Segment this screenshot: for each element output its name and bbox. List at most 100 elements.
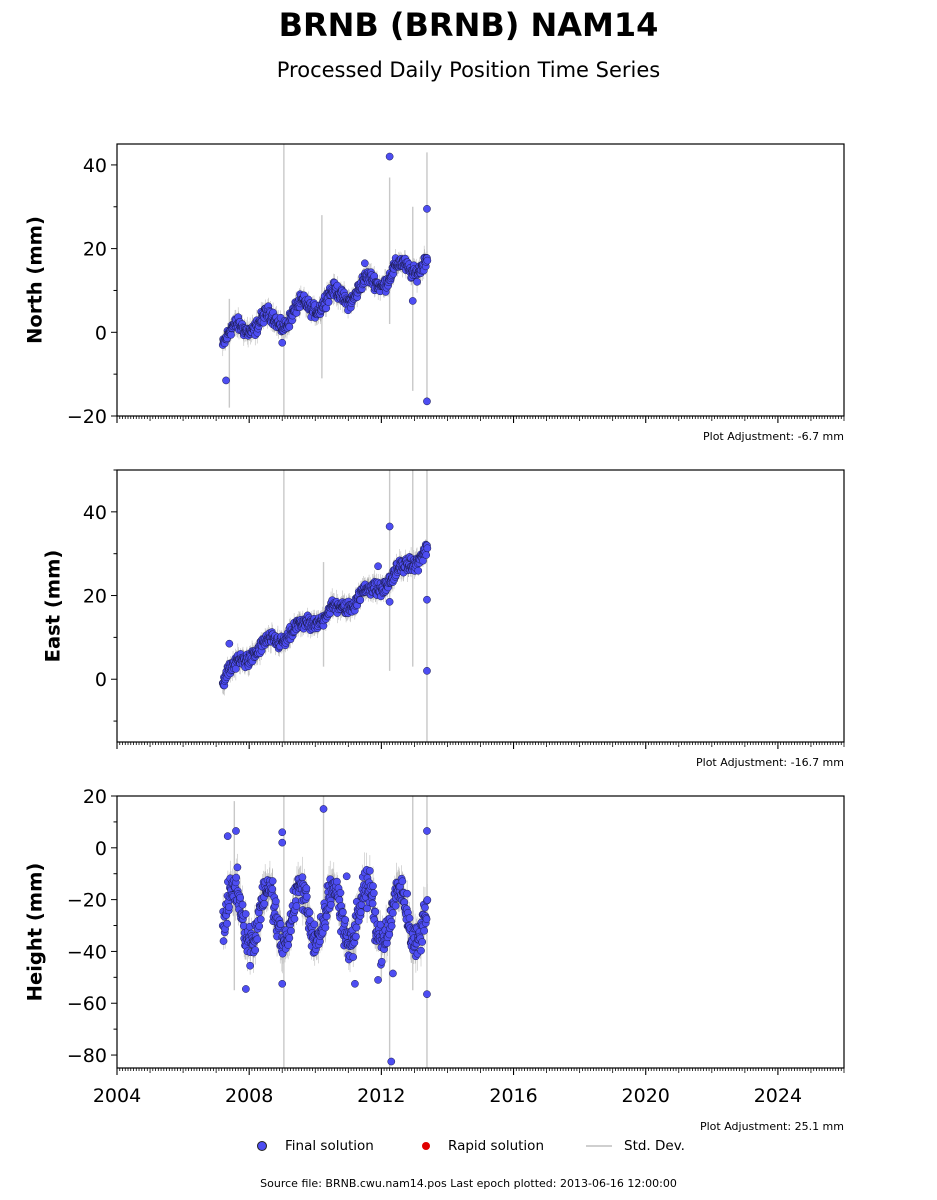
outlier-point <box>408 297 417 305</box>
outlier-point <box>385 597 394 606</box>
final-point <box>298 873 307 882</box>
rapid-marker-icon <box>422 1142 430 1150</box>
y-tick-label: −80 <box>67 1045 107 1067</box>
outlier-point <box>222 376 230 385</box>
plot-area <box>218 796 432 1068</box>
y-axis-label: East (mm) <box>42 550 65 663</box>
final-point <box>422 551 431 559</box>
std-line-icon <box>586 1145 612 1147</box>
final-point <box>322 912 331 921</box>
final-point <box>232 873 241 882</box>
final-point <box>336 888 345 897</box>
final-point <box>219 937 228 945</box>
final-point <box>377 957 386 966</box>
outlier-point <box>374 562 382 571</box>
chart-title: BRNB (BRNB) NAM14 <box>278 6 659 44</box>
final-point <box>236 893 245 902</box>
final-point <box>225 903 233 911</box>
final-point <box>352 923 361 932</box>
y-tick-label: 20 <box>83 239 107 261</box>
legend-rapid-label: Rapid solution <box>448 1138 544 1154</box>
final-point <box>231 665 240 673</box>
final-point <box>284 941 293 949</box>
y-tick-label: −20 <box>67 406 107 428</box>
y-tick-label: −60 <box>67 993 107 1015</box>
y-tick-label: 40 <box>83 502 107 524</box>
std-dev-bars <box>222 144 428 416</box>
outlier-point <box>278 979 287 988</box>
panel-2: 0 20 40 East (mm) Plot Adjustment: -16.7 mm <box>42 469 845 769</box>
outlier-point <box>387 1057 396 1066</box>
final-point <box>302 884 311 893</box>
outlier-point <box>278 838 287 847</box>
y-axis-label: Height (mm) <box>24 863 47 1002</box>
final-point <box>418 938 427 946</box>
final-point <box>285 323 294 331</box>
final-point <box>276 920 285 929</box>
x-tick-label: 2020 <box>622 1085 670 1107</box>
std-dev-bars <box>222 470 428 742</box>
final-point <box>255 922 264 931</box>
final-point <box>227 330 235 339</box>
final-solution-points <box>218 522 432 690</box>
plot-adjustment: Plot Adjustment: -16.7 mm <box>696 756 844 769</box>
final-point <box>292 902 301 910</box>
source-text: Source file: BRNB.cwu.nam14.pos Last epo… <box>260 1177 677 1190</box>
outlier-point <box>374 976 382 984</box>
final-point <box>369 889 378 897</box>
final-point <box>287 927 295 935</box>
outlier-point <box>385 522 394 531</box>
final-point <box>423 896 432 904</box>
final-point <box>356 908 365 917</box>
final-point <box>405 914 414 923</box>
final-point <box>417 946 425 955</box>
y-tick-label: 40 <box>83 155 107 177</box>
final-point <box>251 946 260 954</box>
x-tick-label: 2008 <box>225 1085 273 1107</box>
y-tick-label: 0 <box>95 669 107 691</box>
outlier-point <box>225 639 234 648</box>
final-point <box>349 953 358 961</box>
y-tick-label: 0 <box>95 838 107 860</box>
final-point <box>233 863 242 872</box>
chart-subtitle: Processed Daily Position Time Series <box>276 58 661 82</box>
x-tick-label: 2016 <box>489 1085 537 1107</box>
legend-final: Final solution <box>257 1138 374 1154</box>
legend-rapid: Rapid solution <box>422 1138 544 1154</box>
outlier-point <box>360 259 369 268</box>
outlier-point <box>423 827 431 835</box>
outlier-point <box>385 152 394 161</box>
final-point <box>302 892 311 901</box>
outlier-point <box>423 595 431 604</box>
outlier-point <box>278 828 287 837</box>
final-point <box>414 566 423 575</box>
outlier-point <box>389 969 397 978</box>
y-tick-label: −40 <box>67 941 107 963</box>
final-point <box>356 596 365 604</box>
y-tick-label: −20 <box>67 890 107 912</box>
final-point <box>260 899 269 908</box>
outlier-point <box>342 872 351 881</box>
y-tick-label: 0 <box>95 322 107 344</box>
final-point <box>422 915 431 923</box>
x-tick-label: 2024 <box>754 1085 802 1107</box>
final-solution-points <box>218 805 432 1066</box>
outlier-point <box>242 985 250 993</box>
final-point <box>253 935 262 944</box>
final-point <box>423 256 432 265</box>
final-point <box>423 544 432 553</box>
plot-adjustment: Plot Adjustment: -6.7 mm <box>703 430 844 443</box>
final-point <box>321 923 330 932</box>
final-point <box>391 901 400 910</box>
final-point <box>339 908 347 917</box>
final-point <box>403 889 411 898</box>
final-point <box>223 919 231 928</box>
final-point <box>421 903 429 912</box>
y-tick-label: 20 <box>83 586 107 608</box>
final-point <box>352 932 360 941</box>
final-point <box>324 298 333 307</box>
final-point <box>376 920 385 929</box>
outlier-point <box>423 205 431 213</box>
final-point <box>420 926 429 935</box>
